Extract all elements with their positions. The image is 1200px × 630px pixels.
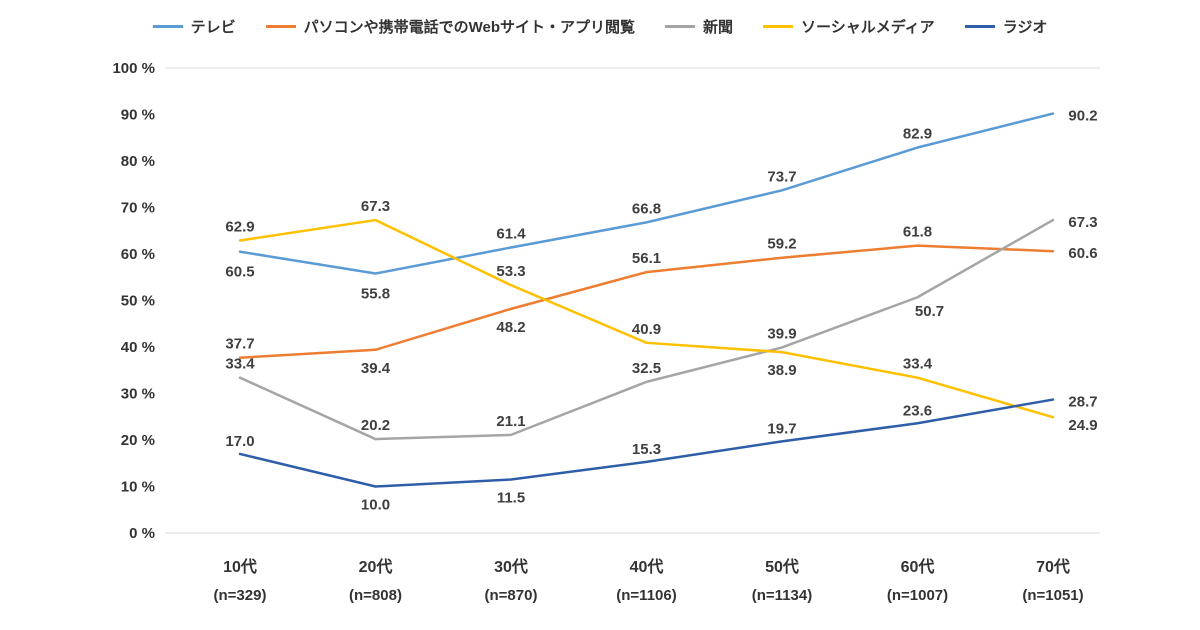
data-label: 60.5 [225,264,254,281]
x-tick-label: 10代 [223,557,257,576]
data-label: 40.9 [632,321,661,338]
data-label: 11.5 [497,490,525,507]
data-label: 73.7 [767,168,796,185]
legend-label: 新聞 [703,19,734,36]
x-tick-label: 60代 [901,557,935,576]
x-tick-sublabel: (n=870) [485,587,538,604]
data-label: 67.3 [1068,214,1097,231]
y-tick-label: 10 % [121,479,155,496]
x-tick-label: 20代 [359,557,393,576]
data-label: 61.4 [496,225,526,242]
data-label: 61.8 [903,224,932,241]
y-tick-label: 80 % [121,153,155,170]
legend-swatch-icon [763,25,794,28]
data-label: 50.7 [915,303,944,320]
data-label: 39.4 [361,360,391,377]
series-line [238,244,1055,359]
legend-item: 新聞 [665,16,733,37]
data-label: 33.4 [225,356,255,373]
legend-label: パソコンや携帯電話でのWebサイト・アプリ閲覧 [303,19,636,36]
legend-swatch-icon [665,25,696,28]
data-label: 60.6 [1068,245,1097,262]
legend-item: テレビ [152,16,236,37]
y-tick-label: 20 % [121,432,155,449]
legend-item: ソーシャルメディア [763,16,935,37]
y-tick-label: 90 % [121,107,155,124]
x-tick-label: 50代 [765,557,799,576]
x-tick-label: 30代 [494,557,528,576]
data-label: 90.2 [1068,108,1097,125]
series-line [238,398,1055,488]
data-label: 21.1 [496,413,525,430]
data-label: 33.4 [903,356,933,373]
y-tick-label: 0 % [129,525,155,542]
data-label: 38.9 [767,362,796,379]
legend-label: ラジオ [1002,19,1048,36]
x-tick-sublabel: (n=1007) [887,587,948,604]
y-tick-label: 60 % [121,246,155,263]
data-label: 53.3 [496,263,525,280]
series-line [238,218,1055,419]
data-label: 62.9 [225,219,254,236]
data-label: 19.7 [767,420,796,437]
chart-legend: テレビ パソコンや携帯電話でのWebサイト・アプリ閲覧 新聞 ソーシャルメディア ラジオ [0,16,1200,37]
x-tick-sublabel: (n=329) [214,587,267,604]
data-label: 15.3 [632,441,661,458]
data-label: 28.7 [1068,394,1097,411]
data-label: 10.0 [361,497,390,514]
data-label: 56.1 [632,250,661,267]
y-tick-label: 50 % [121,293,155,310]
legend-swatch-icon [152,25,183,28]
data-label: 37.7 [225,336,254,353]
legend-item: ラジオ [964,16,1048,37]
data-label: 82.9 [903,126,932,143]
data-label: 55.8 [361,286,390,303]
data-label: 23.6 [903,402,932,419]
data-label: 59.2 [767,236,796,253]
series-line [238,112,1055,275]
x-tick-label: 70代 [1036,557,1070,576]
legend-swatch-icon [964,25,995,28]
data-label: 48.2 [496,319,525,336]
data-label: 67.3 [361,198,390,215]
legend-label: ソーシャルメディア [801,19,935,36]
data-label: 20.2 [361,417,390,434]
data-label: 39.9 [767,325,796,342]
series-line [238,218,1055,441]
data-label: 17.0 [225,433,254,450]
y-tick-label: 30 % [121,386,155,403]
y-tick-label: 70 % [121,200,155,217]
x-tick-sublabel: (n=1051) [1022,587,1083,604]
data-label: 66.8 [632,200,661,217]
y-tick-label: 40 % [121,339,155,356]
data-label: 24.9 [1068,417,1097,434]
data-label: 32.5 [632,360,661,377]
legend-item: パソコンや携帯電話でのWebサイト・アプリ閲覧 [265,16,636,37]
x-tick-sublabel: (n=1134) [752,587,812,604]
x-tick-label: 40代 [630,557,664,576]
legend-label: テレビ [190,19,236,36]
x-tick-sublabel: (n=808) [349,587,402,604]
legend-swatch-icon [265,25,296,28]
x-tick-sublabel: (n=1106) [616,587,676,604]
y-tick-label: 100 % [112,60,155,77]
